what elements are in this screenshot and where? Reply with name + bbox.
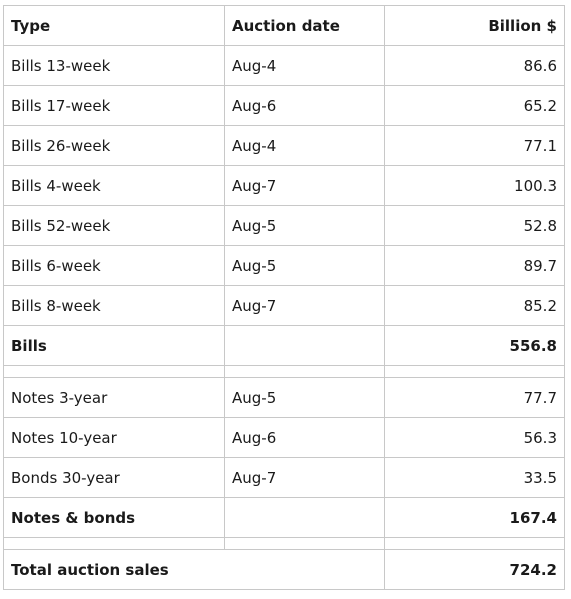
header-auction-date: Auction date (224, 5, 385, 46)
table-row: Bills 26-week Aug-4 77.1 (3, 125, 565, 166)
subtotal-empty-cell (224, 325, 385, 366)
cell-type: Bonds 30-year (3, 457, 225, 498)
cell-amount: 77.7 (384, 377, 565, 418)
table-row: Bonds 30-year Aug-7 33.5 (3, 457, 565, 498)
cell-type: Bills 13-week (3, 45, 225, 86)
grand-total-value: 724.2 (384, 549, 565, 590)
cell-type: Bills 4-week (3, 165, 225, 206)
cell-type: Bills 8-week (3, 285, 225, 326)
subtotal-label: Bills (3, 325, 225, 366)
cell-type: Bills 6-week (3, 245, 225, 286)
table-row: Bills 17-week Aug-6 65.2 (3, 85, 565, 126)
subtotal-row-notes: Notes & bonds 167.4 (3, 497, 565, 538)
cell-auction-date: Aug-7 (224, 457, 385, 498)
cell-auction-date: Aug-6 (224, 417, 385, 458)
cell-amount: 65.2 (384, 85, 565, 126)
cell-amount: 33.5 (384, 457, 565, 498)
cell-auction-date: Aug-5 (224, 377, 385, 418)
table-row: Notes 3-year Aug-5 77.7 (3, 377, 565, 418)
table-row: Bills 13-week Aug-4 86.6 (3, 45, 565, 86)
table-row: Notes 10-year Aug-6 56.3 (3, 417, 565, 458)
table-row: Bills 6-week Aug-5 89.7 (3, 245, 565, 286)
cell-type: Notes 3-year (3, 377, 225, 418)
cell-type: Bills 26-week (3, 125, 225, 166)
grand-total-label: Total auction sales (3, 549, 385, 590)
cell-auction-date: Aug-5 (224, 245, 385, 286)
header-row: Type Auction date Billion $ (3, 5, 565, 46)
cell-amount: 86.6 (384, 45, 565, 86)
table-row: Bills 52-week Aug-5 52.8 (3, 205, 565, 246)
cell-auction-date: Aug-5 (224, 205, 385, 246)
header-type: Type (3, 5, 225, 46)
header-billion: Billion $ (384, 5, 565, 46)
subtotal-empty-cell (224, 497, 385, 538)
cell-amount: 89.7 (384, 245, 565, 286)
cell-amount: 77.1 (384, 125, 565, 166)
cell-amount: 56.3 (384, 417, 565, 458)
subtotal-value: 556.8 (384, 325, 565, 366)
cell-auction-date: Aug-6 (224, 85, 385, 126)
subtotal-label: Notes & bonds (3, 497, 225, 538)
cell-amount: 100.3 (384, 165, 565, 206)
cell-auction-date: Aug-7 (224, 285, 385, 326)
cell-auction-date: Aug-4 (224, 45, 385, 86)
cell-type: Bills 52-week (3, 205, 225, 246)
table-row: Bills 8-week Aug-7 85.2 (3, 285, 565, 326)
subtotal-value: 167.4 (384, 497, 565, 538)
spacer-row (3, 537, 565, 550)
cell-amount: 52.8 (384, 205, 565, 246)
auction-table: Type Auction date Billion $ Bills 13-wee… (3, 5, 565, 590)
cell-auction-date: Aug-4 (224, 125, 385, 166)
grand-total-row: Total auction sales 724.2 (3, 549, 565, 590)
cell-type: Notes 10-year (3, 417, 225, 458)
subtotal-row-bills: Bills 556.8 (3, 325, 565, 366)
table-row: Bills 4-week Aug-7 100.3 (3, 165, 565, 206)
cell-type: Bills 17-week (3, 85, 225, 126)
cell-auction-date: Aug-7 (224, 165, 385, 206)
spacer-row (3, 365, 565, 378)
cell-amount: 85.2 (384, 285, 565, 326)
